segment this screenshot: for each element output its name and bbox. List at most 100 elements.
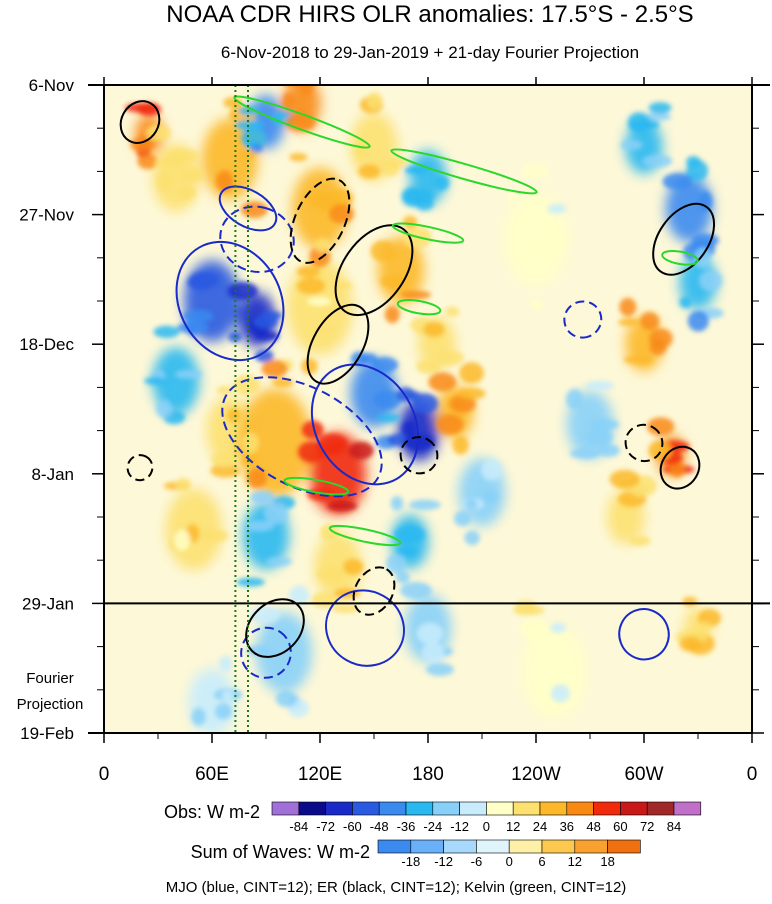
waves-color-box-6 [574,839,608,854]
er-contour-18 [659,445,701,490]
anomaly-speckle-19-1 [449,394,476,413]
anomaly-speckle-17-2 [376,413,401,423]
anomaly-speckle-28-2 [640,312,660,331]
waves-color-box-4 [508,839,543,854]
anomaly-speckle-31-0 [565,388,584,410]
obs-color-box-13 [620,801,648,816]
anomaly-speckle-15-0 [247,468,267,488]
anomaly-speckle-4-5 [300,85,314,96]
anomaly-speckle-25-5 [620,139,644,151]
obs-color-box-11 [566,801,594,816]
anomaly-speckle-24-5 [480,459,503,481]
anomaly-speckle-9-4 [227,281,258,301]
y-tick-label-4: 29-Jan [22,594,74,613]
anomaly-speckle-4-3 [282,92,295,112]
waves-level-label-4: 6 [538,854,545,869]
anomaly-speckle-29-0 [647,417,675,436]
anomaly-speckle-17-1 [373,390,402,409]
anomaly-blob-36 [188,668,236,733]
anomaly-speckle-35-3 [400,581,432,599]
chart-title: NOAA CDR HIRS OLR anomalies: 17.5°S - 2.… [166,1,693,28]
anomaly-speckle-5-4 [326,188,354,208]
anomaly-speckle-31-2 [586,380,614,391]
anomaly-speckle-1-1 [156,172,172,192]
obs-color-box-14 [646,801,675,816]
waves-color-box-3 [476,839,510,854]
anomaly-speckle-2-3 [240,201,268,219]
anomaly-speckle-7-2 [433,175,450,191]
anomaly-speckle-24-4 [464,530,480,546]
kelvin-contour-26 [661,249,699,266]
obs-level-label-5: -24 [423,819,442,834]
mjo-contour-4 [221,376,383,498]
mjo-contour-8 [563,300,603,339]
anomaly-speckle-31-3 [569,448,601,459]
obs-level-label-6: -12 [450,819,469,834]
obs-color-box-12 [593,801,621,816]
anomaly-speckle-27-1 [698,270,723,292]
anomaly-speckle-20-3 [201,529,229,543]
y-tick-label-5: 19-Feb [20,724,74,743]
anomaly-speckle-5-0 [289,153,308,162]
anomaly-speckle-12-4 [437,350,464,366]
anomaly-speckle-21-5 [263,502,289,525]
anomaly-speckle-36-0 [191,707,206,726]
anomaly-speckle-28-5 [619,297,637,317]
er-contour-14 [245,598,305,658]
wave-contours [119,95,716,679]
anomaly-speckle-12-5 [416,359,441,374]
anomaly-speckle-1-4 [178,185,196,200]
anomaly-speckle-31-1 [585,428,613,446]
anomaly-speckle-37-3 [513,605,545,616]
waves-color-box-1 [410,839,444,854]
x-tick-label-2: 120E [298,764,342,785]
anomaly-speckle-33-3 [698,621,712,632]
er-contour-11 [334,224,414,317]
kelvin-contour-25 [396,299,442,316]
anomaly-speckle-35-0 [425,663,454,676]
anomaly-speckle-18-1 [396,387,416,403]
anomaly-speckle-11-2 [400,290,432,300]
kelvin-contour-22 [391,222,465,244]
obs-level-label-8: 12 [506,819,520,834]
anomaly-speckle-8-2 [182,309,214,323]
waves-level-label-0: -18 [401,854,420,869]
obs-color-box-3 [352,801,380,816]
anomaly-speckle-26-3 [698,191,713,212]
anomaly-speckle [124,64,724,726]
anomaly-speckle-33-4 [682,596,698,607]
anomaly-speckle-32-3 [530,299,545,310]
anomaly-speckle-35-5 [416,622,444,645]
anomaly-speckle-14-4 [216,386,234,395]
anomaly-speckle-28-0 [618,318,641,327]
anomaly-speckle-32-4 [506,191,520,202]
anomaly-speckle-10-3 [296,266,321,278]
obs-level-label-0: -84 [289,819,308,834]
anomaly-speckle-27-3 [687,310,709,332]
anomaly-speckle-11-0 [370,240,396,262]
anomaly-speckle-20-4 [175,477,192,492]
obs-color-box-1 [298,801,326,816]
anomaly-speckle-18-5 [411,393,439,414]
anomaly-speckle-14-5 [242,432,260,454]
obs-level-label-7: 0 [483,819,490,834]
er-contour-17 [624,423,664,463]
mjo-contour-1 [219,205,295,274]
footnote: MJO (blue, CINT=12); ER (black, CINT=12)… [166,879,627,896]
anomaly-speckle-19-0 [436,414,464,435]
anomaly-speckle-37-5 [519,617,550,640]
waves-color-box-7 [607,839,641,854]
anomaly-speckle-28-4 [649,328,673,349]
anomaly-speckle-24-1 [454,510,471,527]
anomaly-speckle-24-3 [465,498,478,510]
obs-level-label-10: 36 [560,819,574,834]
x-tick-label-6: 0 [747,764,758,785]
anomaly-speckle-22-0 [332,604,360,613]
anomaly-speckle-4-0 [291,64,313,73]
anomaly-speckle-22-1 [316,566,346,583]
anomaly-speckle-16-1 [301,420,324,440]
anomaly-speckle-7-4 [401,186,425,207]
anomaly-speckle-3-5 [235,119,264,130]
mjo-contour-3 [310,363,420,486]
anomaly-speckle-10-1 [296,277,326,295]
